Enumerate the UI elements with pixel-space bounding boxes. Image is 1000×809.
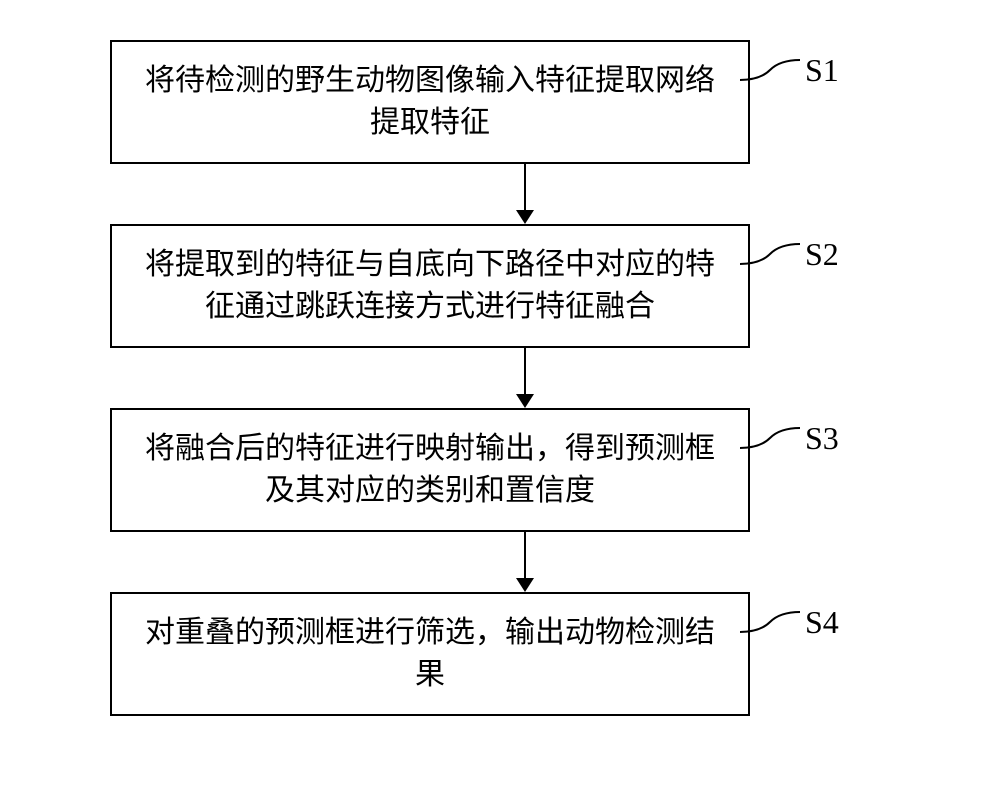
flowchart-container: 将待检测的野生动物图像输入特征提取网络提取特征 S1 将提取到的特征与自底向下路… <box>60 40 940 716</box>
arrow-line <box>524 164 526 214</box>
arrow-head-icon <box>516 210 534 224</box>
step-box-4: 对重叠的预测框进行筛选，输出动物检测结果 <box>110 592 750 716</box>
curve-icon <box>740 418 800 458</box>
step-box-1: 将待检测的野生动物图像输入特征提取网络提取特征 <box>110 40 750 164</box>
step-label-1: S1 <box>805 52 839 89</box>
step-label-4: S4 <box>805 604 839 641</box>
step-row-4: 对重叠的预测框进行筛选，输出动物检测结果 S4 <box>60 592 940 716</box>
label-connector-4: S4 <box>740 602 839 642</box>
arrow-head-icon <box>516 394 534 408</box>
step-row-1: 将待检测的野生动物图像输入特征提取网络提取特征 S1 <box>60 40 940 164</box>
curve-icon <box>740 602 800 642</box>
step-text-3: 将融合后的特征进行映射输出，得到预测框及其对应的类别和置信度 <box>145 432 715 507</box>
step-label-3: S3 <box>805 420 839 457</box>
step-row-2: 将提取到的特征与自底向下路径中对应的特征通过跳跃连接方式进行特征融合 S2 <box>60 224 940 348</box>
label-connector-2: S2 <box>740 234 839 274</box>
curve-icon <box>740 50 800 90</box>
step-text-1: 将待检测的野生动物图像输入特征提取网络提取特征 <box>145 64 715 139</box>
step-row-3: 将融合后的特征进行映射输出，得到预测框及其对应的类别和置信度 S3 <box>60 408 940 532</box>
step-box-2: 将提取到的特征与自底向下路径中对应的特征通过跳跃连接方式进行特征融合 <box>110 224 750 348</box>
arrow-line <box>524 348 526 398</box>
arrow-2 <box>205 348 845 408</box>
arrow-line <box>524 532 526 582</box>
label-connector-1: S1 <box>740 50 839 90</box>
arrow-head-icon <box>516 578 534 592</box>
step-box-3: 将融合后的特征进行映射输出，得到预测框及其对应的类别和置信度 <box>110 408 750 532</box>
arrow-3 <box>205 532 845 592</box>
curve-icon <box>740 234 800 274</box>
step-label-2: S2 <box>805 236 839 273</box>
arrow-1 <box>205 164 845 224</box>
step-text-2: 将提取到的特征与自底向下路径中对应的特征通过跳跃连接方式进行特征融合 <box>145 248 715 323</box>
label-connector-3: S3 <box>740 418 839 458</box>
step-text-4: 对重叠的预测框进行筛选，输出动物检测结果 <box>145 616 715 691</box>
